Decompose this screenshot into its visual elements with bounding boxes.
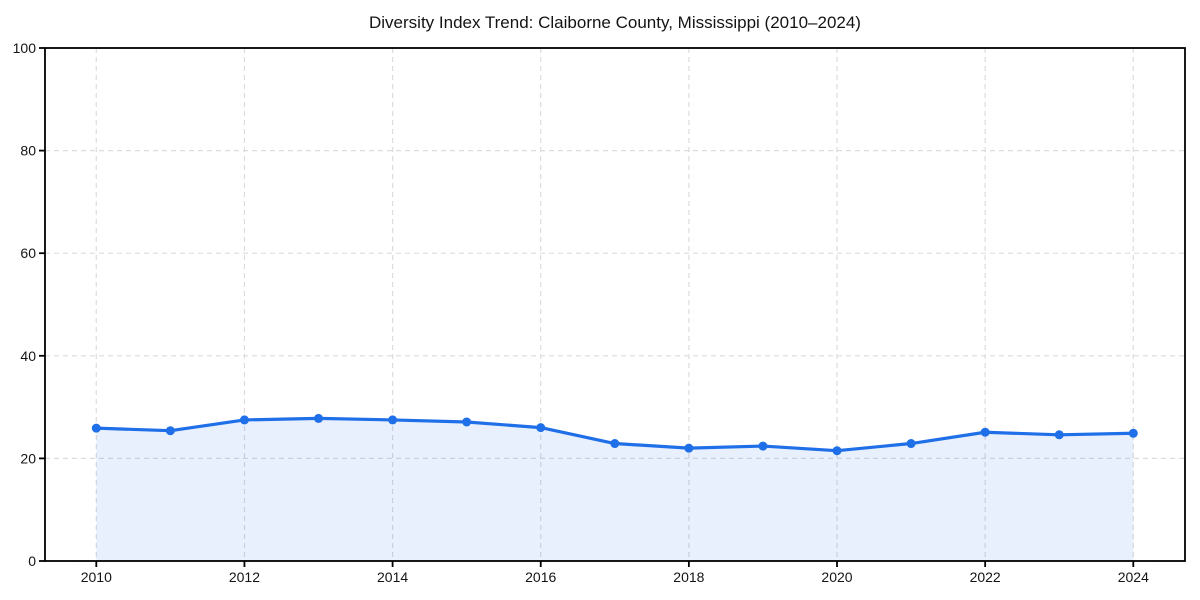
y-tick-label-100: 100 — [13, 40, 37, 56]
x-tick-label-2024: 2024 — [1118, 569, 1149, 585]
plot-border — [44, 47, 1186, 562]
x-tick-label-2022: 2022 — [970, 569, 1001, 585]
data-point-2023 — [1054, 430, 1064, 440]
area-fill — [96, 418, 1134, 561]
data-point-2018 — [684, 443, 694, 453]
y-tick-label-80: 80 — [20, 143, 36, 159]
x-tick-label-2012: 2012 — [229, 569, 260, 585]
data-point-2016 — [536, 423, 546, 433]
y-tick-label-20: 20 — [20, 450, 36, 466]
y-tick-label-40: 40 — [20, 348, 36, 364]
data-point-2021 — [906, 439, 916, 449]
y-tick-label-60: 60 — [20, 245, 36, 261]
x-tick-label-2014: 2014 — [377, 569, 408, 585]
y-tick-label-0: 0 — [28, 553, 36, 569]
data-point-2019 — [758, 441, 768, 451]
series-layer — [91, 413, 1138, 561]
data-point-2013 — [314, 413, 324, 423]
x-tick-label-2018: 2018 — [673, 569, 704, 585]
data-point-2010 — [91, 423, 101, 433]
data-point-2017 — [610, 439, 620, 449]
data-point-2011 — [165, 426, 175, 436]
x-tick-label-2010: 2010 — [81, 569, 112, 585]
chart-title: Diversity Index Trend: Claiborne County,… — [369, 13, 861, 32]
data-point-2012 — [239, 415, 249, 425]
data-point-2015 — [462, 417, 472, 427]
data-point-2024 — [1128, 428, 1138, 438]
x-tick-label-2020: 2020 — [821, 569, 852, 585]
axes-layer: 0 20 40 60 80 100 2010 2012 2014 2016 2018 2020 2022… — [13, 40, 1186, 585]
data-point-2014 — [388, 415, 398, 425]
data-point-2020 — [832, 446, 842, 456]
data-point-2022 — [980, 427, 990, 437]
x-tick-label-2016: 2016 — [525, 569, 556, 585]
